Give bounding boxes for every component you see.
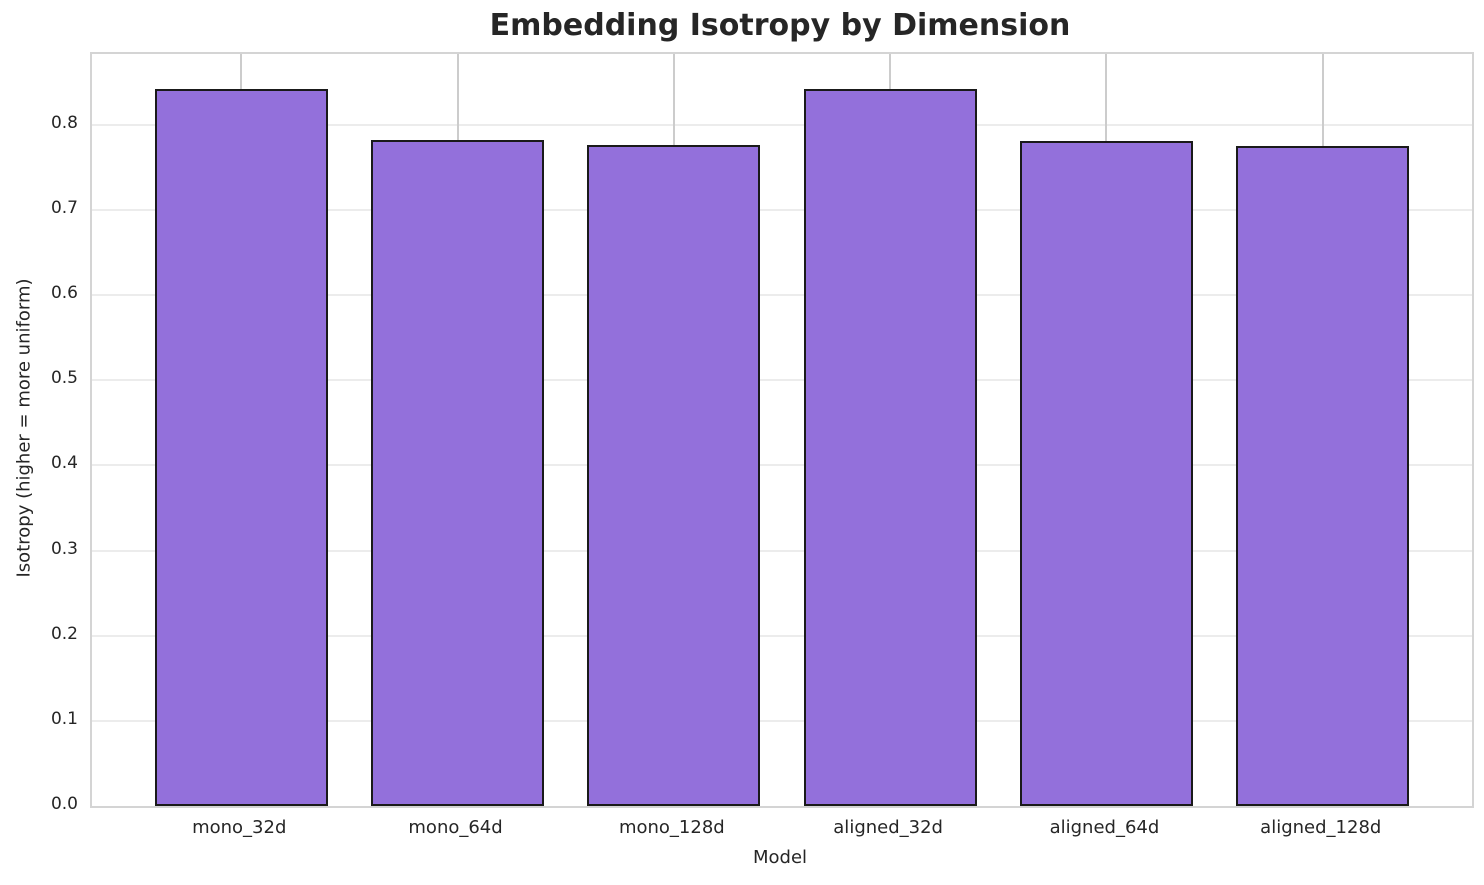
gridline-y <box>92 634 1472 637</box>
bar <box>587 145 761 806</box>
gridline-y <box>92 294 1472 296</box>
bar <box>1236 145 1410 806</box>
y-tick-label: 0.2 <box>50 623 78 644</box>
gridline-y <box>92 123 1472 126</box>
gridline-y <box>92 549 1472 552</box>
y-tick-label: 0.3 <box>50 538 78 559</box>
plot-area <box>90 52 1474 808</box>
bar <box>371 140 545 806</box>
y-axis-label: Isotropy (higher = more uniform) <box>13 278 35 578</box>
y-tick-label: 0.0 <box>50 794 78 814</box>
bar <box>1019 140 1193 806</box>
x-tick-label: aligned_32d <box>833 817 943 838</box>
gridline-y <box>92 379 1472 382</box>
y-tick-label: 0.5 <box>50 368 78 389</box>
x-tick-label: aligned_64d <box>1049 817 1160 838</box>
gridline-y <box>92 208 1472 211</box>
y-tick-label: 0.8 <box>50 112 78 133</box>
y-tick-label: 0.1 <box>50 708 78 729</box>
bar <box>154 88 328 806</box>
gridline-y <box>92 464 1472 467</box>
x-axis-label: Model <box>752 847 808 868</box>
x-tick-label: mono_64d <box>408 817 503 838</box>
y-tick-label: 0.6 <box>50 283 78 303</box>
y-tick-label: 0.4 <box>50 453 78 474</box>
gridline-y <box>92 719 1472 722</box>
chart-title: Embedding Isotropy by Dimension <box>489 8 1071 43</box>
x-tick-label: mono_32d <box>192 817 287 838</box>
x-tick-label: mono_128d <box>618 817 725 838</box>
x-tick-label: aligned_128d <box>1260 817 1382 838</box>
bar <box>803 88 977 806</box>
y-tick-label: 0.7 <box>50 197 78 218</box>
